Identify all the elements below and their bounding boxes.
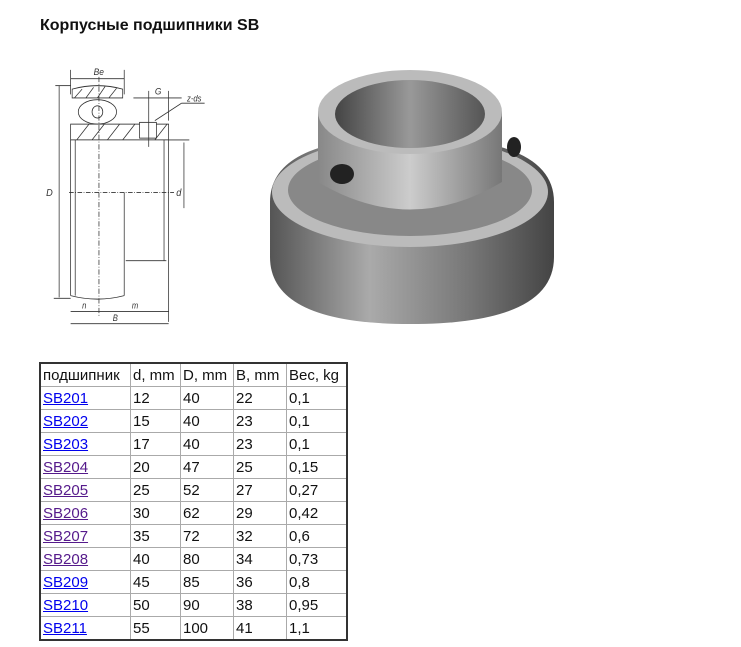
cell-d: 15 — [130, 409, 181, 433]
cell-D: 40 — [180, 386, 234, 410]
cell-D: 40 — [180, 409, 234, 433]
table-row: SB205 25 52 27 0,27 — [39, 478, 348, 502]
cell-name: SB206 — [39, 501, 131, 525]
bearing-link[interactable]: SB204 — [43, 458, 89, 476]
label-B: B — [113, 314, 119, 324]
bearing-link[interactable]: SB207 — [43, 527, 89, 545]
cell-name: SB209 — [39, 570, 131, 594]
table-row: SB201 12 40 22 0,1 — [39, 386, 348, 410]
cell-D: 100 — [180, 616, 234, 641]
table-header-row: подшипник d, mm D, mm B, mm Вес, kg — [39, 362, 348, 387]
cell-name: SB210 — [39, 593, 131, 617]
cell-B: 27 — [233, 478, 287, 502]
label-m: m — [132, 301, 139, 311]
table-row: SB207 35 72 32 0,6 — [39, 524, 348, 548]
page-title: Корпусные подшипники SB — [40, 17, 260, 34]
cell-B: 25 — [233, 455, 287, 479]
column-header: d, mm — [130, 362, 181, 387]
cell-d: 25 — [130, 478, 181, 502]
cell-D: 62 — [180, 501, 234, 525]
bearing-link[interactable]: SB202 — [43, 412, 89, 430]
column-header: B, mm — [233, 362, 287, 387]
cell-B: 32 — [233, 524, 287, 548]
cell-d: 12 — [130, 386, 181, 410]
bearing-link[interactable]: SB211 — [43, 619, 87, 637]
cell-w: 0,8 — [286, 570, 348, 594]
bearing-link[interactable]: SB203 — [43, 435, 89, 453]
cell-name: SB202 — [39, 409, 131, 433]
cell-d: 55 — [130, 616, 181, 641]
cell-d: 30 — [130, 501, 181, 525]
bearing-technical-drawing: Be G z-ds D d n m B — [46, 67, 205, 325]
cell-w: 0,27 — [286, 478, 348, 502]
cell-B: 38 — [233, 593, 287, 617]
cell-w: 0,1 — [286, 432, 348, 456]
cell-name: SB203 — [39, 432, 131, 456]
column-header: подшипник — [39, 362, 131, 387]
cell-w: 0,42 — [286, 501, 348, 525]
cell-d: 45 — [130, 570, 181, 594]
label-D: D — [46, 187, 53, 199]
table-row: SB211 55 100 41 1,1 — [39, 616, 348, 641]
cell-D: 80 — [180, 547, 234, 571]
cell-name: SB208 — [39, 547, 131, 571]
bearing-link[interactable]: SB201 — [43, 389, 89, 407]
cell-B: 36 — [233, 570, 287, 594]
cell-name: SB207 — [39, 524, 131, 548]
table-row: SB206 30 62 29 0,42 — [39, 501, 348, 525]
bearing-link[interactable]: SB208 — [43, 550, 89, 568]
cell-B: 29 — [233, 501, 287, 525]
table-row: SB203 17 40 23 0,1 — [39, 432, 348, 456]
cell-w: 0,6 — [286, 524, 348, 548]
bearing-link[interactable]: SB210 — [43, 596, 89, 614]
cell-name: SB204 — [39, 455, 131, 479]
cell-D: 47 — [180, 455, 234, 479]
cell-d: 40 — [130, 547, 181, 571]
bearing-link[interactable]: SB209 — [43, 573, 89, 591]
table-row: SB204 20 47 25 0,15 — [39, 455, 348, 479]
cell-name: SB211 — [39, 616, 131, 641]
table-row: SB208 40 80 34 0,73 — [39, 547, 348, 571]
cell-w: 0,1 — [286, 386, 348, 410]
column-header: D, mm — [180, 362, 234, 387]
cell-B: 23 — [233, 409, 287, 433]
label-ds: z-ds — [186, 94, 201, 104]
label-d: d — [176, 187, 182, 199]
bearing-link[interactable]: SB205 — [43, 481, 89, 499]
cell-B: 41 — [233, 616, 287, 641]
bearing-table: подшипник d, mm D, mm B, mm Вес, kg SB201 12 40… — [39, 362, 348, 641]
label-n: n — [82, 301, 87, 311]
cell-d: 20 — [130, 455, 181, 479]
cell-D: 52 — [180, 478, 234, 502]
cell-D: 85 — [180, 570, 234, 594]
cell-w: 0,1 — [286, 409, 348, 433]
cell-D: 40 — [180, 432, 234, 456]
cell-name: SB205 — [39, 478, 131, 502]
table-row: SB202 15 40 23 0,1 — [39, 409, 348, 433]
label-g: G — [155, 86, 162, 97]
bearing-photo — [270, 70, 554, 324]
cell-D: 72 — [180, 524, 234, 548]
cell-w: 0,73 — [286, 547, 348, 571]
cell-B: 23 — [233, 432, 287, 456]
label-be: Be — [94, 67, 104, 78]
cell-D: 90 — [180, 593, 234, 617]
cell-w: 1,1 — [286, 616, 348, 641]
cell-w: 0,15 — [286, 455, 348, 479]
cell-name: SB201 — [39, 386, 131, 410]
column-header: Вес, kg — [286, 362, 348, 387]
cell-B: 34 — [233, 547, 287, 571]
cell-w: 0,95 — [286, 593, 348, 617]
cell-d: 50 — [130, 593, 181, 617]
table-row: SB209 45 85 36 0,8 — [39, 570, 348, 594]
cell-d: 35 — [130, 524, 181, 548]
table-row: SB210 50 90 38 0,95 — [39, 593, 348, 617]
cell-d: 17 — [130, 432, 181, 456]
bearing-link[interactable]: SB206 — [43, 504, 89, 522]
cell-B: 22 — [233, 386, 287, 410]
